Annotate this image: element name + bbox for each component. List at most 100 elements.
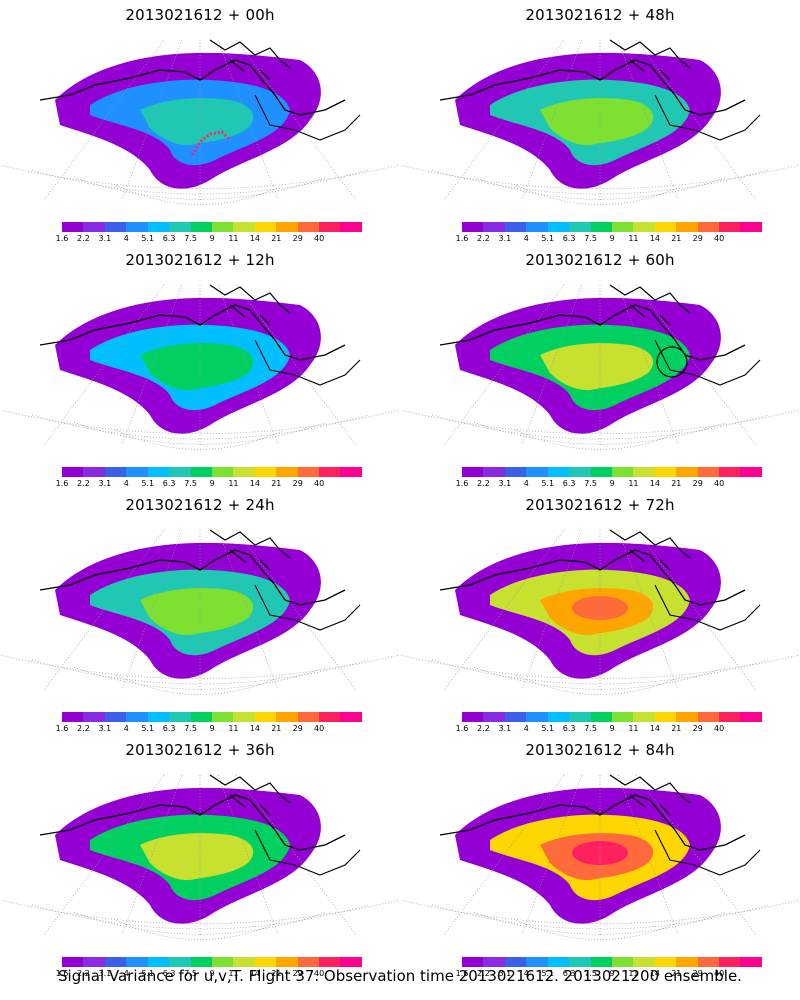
colorbar-tick-label: 1.6: [55, 724, 69, 733]
colorbar-swatch: [719, 712, 741, 722]
colorbar-swatch: [319, 712, 341, 722]
colorbar-tick-label: 29: [692, 724, 703, 733]
colorbar-tick-label: 40: [714, 724, 725, 733]
colorbar-swatch: [504, 957, 527, 967]
colorbar-swatch: [697, 712, 720, 722]
longitude-line: [443, 39, 565, 201]
north-america-coast: [654, 339, 761, 386]
colorbar-tick-label: 21: [271, 479, 282, 488]
colorbar-swatch: [83, 222, 105, 232]
colorbar: [462, 222, 762, 232]
latitude-line: [473, 912, 727, 935]
colorbar-swatch: [547, 957, 570, 967]
colorbar-swatch: [340, 712, 362, 722]
colorbar-swatch: [504, 712, 527, 722]
north-america-coast: [254, 94, 361, 141]
colorbar-swatch: [611, 467, 634, 477]
latitude-line: [473, 177, 727, 200]
colorbar-swatch: [526, 222, 548, 232]
colorbar-swatch: [254, 467, 277, 477]
colorbar-tick-label: 6.3: [162, 479, 176, 488]
colorbar-tick-label: 11: [228, 969, 239, 978]
coastline: [439, 59, 746, 116]
colorbar-tick-label: 40: [714, 969, 725, 978]
colorbar-swatch: [276, 957, 298, 967]
latitude-line: [515, 184, 685, 205]
arctic-islands: [609, 774, 691, 816]
colorbar-swatch: [633, 957, 655, 967]
map-panel: 2013021612 + 48h 1.6 2.2 3.1 4 5.1 6.3 7.5 9 11 14…: [400, 0, 800, 243]
colorbar-tick-label: 4: [523, 479, 529, 488]
colorbar-swatch: [83, 467, 105, 477]
colorbar: [62, 957, 362, 967]
colorbar-swatch: [340, 222, 362, 232]
colorbar-tick-label: 29: [292, 969, 303, 978]
colorbar-swatch: [147, 222, 170, 232]
colorbar-swatch: [104, 467, 127, 477]
colorbar-tick-label: 7.5: [584, 234, 597, 243]
variance-field-inner: [140, 833, 254, 881]
colorbar-swatch: [611, 222, 634, 232]
colorbar-swatch: [169, 467, 191, 477]
colorbar-tick-label: 40: [314, 479, 325, 488]
latitude-line: [515, 919, 685, 940]
polar-projection-map: [0, 284, 400, 450]
colorbar-swatch: [590, 222, 612, 232]
latitude-line: [431, 414, 769, 440]
colorbar-swatch: [462, 222, 484, 232]
latitude-line: [400, 654, 800, 680]
colorbar-swatch: [147, 467, 170, 477]
colorbar-swatch: [297, 222, 320, 232]
north-america-coast: [254, 829, 361, 876]
latitude-line: [400, 164, 800, 190]
colorbar-tick-label: 6.3: [562, 724, 576, 733]
colorbar-tick-label: 14: [649, 234, 660, 243]
coastline: [39, 549, 346, 606]
colorbar-swatch: [83, 712, 105, 722]
colorbar-tick-label: 11: [228, 234, 239, 243]
colorbar-tick-label: 9: [209, 724, 215, 733]
colorbar-swatch: [697, 957, 720, 967]
colorbar-swatch: [190, 467, 212, 477]
colorbar-labels: 1.6 2.2 3.1 4 5.1 6.3 7.5 9 11 14 21 29 40: [456, 479, 762, 489]
polar-projection-map: [0, 529, 400, 695]
colorbar-tick-label: 29: [692, 234, 703, 243]
polar-projection-map: [400, 39, 800, 205]
colorbar-tick-label: 14: [249, 724, 260, 733]
longitude-line: [635, 284, 757, 446]
coastline: [439, 794, 746, 851]
colorbar-swatch: [740, 222, 762, 232]
colorbar-tick-label: 2.2: [77, 234, 90, 243]
colorbar-swatch: [233, 222, 255, 232]
colorbar-swatch: [462, 712, 484, 722]
map-panel: 2013021612 + 24h 1.6 2.2 3.1 4 5.1 6.3 7.5 9 11 14…: [0, 490, 400, 733]
north-america-coast: [254, 339, 361, 386]
colorbar-swatch: [676, 712, 698, 722]
latitude-line: [31, 904, 369, 930]
colorbar-swatch: [740, 957, 762, 967]
colorbar-tick-label: 6.3: [162, 234, 176, 243]
colorbar-swatch: [462, 957, 484, 967]
colorbar-swatch: [211, 957, 234, 967]
latitude-line: [115, 429, 285, 450]
colorbar-swatch: [483, 222, 505, 232]
latitude-line: [400, 409, 800, 435]
latitude-line: [0, 409, 400, 435]
longitude-line: [635, 39, 757, 201]
colorbar-tick-label: 11: [228, 724, 239, 733]
colorbar-tick-label: 11: [628, 969, 639, 978]
north-america-coast: [654, 94, 761, 141]
colorbar-tick-label: 3.1: [498, 479, 512, 488]
variance-field-inner: [540, 343, 654, 391]
longitude-line: [635, 529, 757, 691]
longitude-line: [43, 529, 165, 691]
colorbar-swatch: [654, 222, 677, 232]
colorbar-swatch: [611, 712, 634, 722]
colorbar-swatch: [319, 222, 341, 232]
colorbar-tick-label: 14: [249, 479, 260, 488]
colorbar-swatch: [276, 712, 298, 722]
colorbar: [462, 712, 762, 722]
colorbar-labels: 1.6 2.2 3.1 4 5.1 6.3 7.5 9 11 14 21 29 40: [56, 479, 362, 489]
colorbar-swatch: [611, 957, 634, 967]
coastline: [439, 549, 746, 606]
